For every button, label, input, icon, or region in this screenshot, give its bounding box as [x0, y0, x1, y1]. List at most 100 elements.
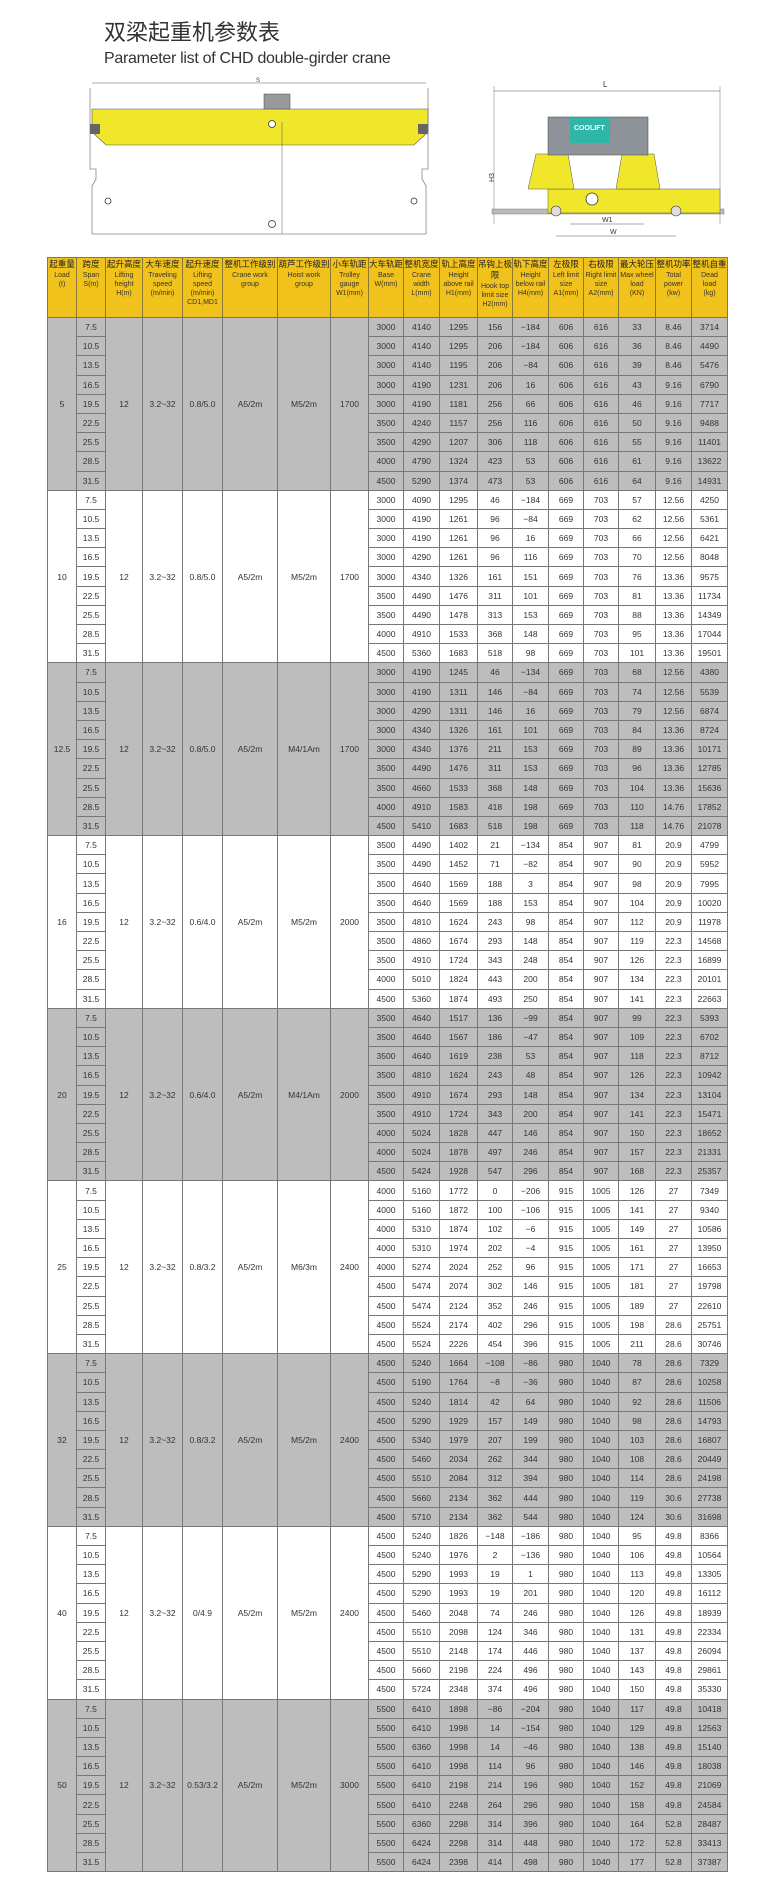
base-cell: 4500	[368, 1333, 404, 1355]
max-wheel-load-cell: 150	[618, 1122, 656, 1144]
page-title-en: Parameter list of CHD double-girder cran…	[104, 50, 391, 67]
total-power-cell: 28.6	[655, 1429, 692, 1451]
max-wheel-load-cell: 90	[618, 854, 656, 875]
column-header-en: Dead	[701, 272, 718, 279]
max-wheel-load-cell: 118	[618, 815, 656, 837]
table-row: 22.5 3500 4860 1674 293 148 854 907 119 22.3 14568	[48, 930, 728, 952]
span-cell: 31.5	[76, 1851, 106, 1873]
total-power-cell: 13.36	[655, 739, 692, 760]
column-header-zh: 最大轮压	[619, 260, 654, 270]
height-below-rail-cell: 248	[512, 950, 549, 971]
left-limit-cell: 980	[548, 1525, 584, 1547]
height-above-rail-cell: 1764	[439, 1372, 478, 1393]
dead-load-cell: 4799	[691, 835, 728, 856]
base-cell: 3500	[368, 1103, 404, 1124]
crane-width-cell: 5660	[403, 1487, 440, 1508]
span-cell: 22.5	[76, 1276, 106, 1297]
column-header-zh: 整机宽度	[404, 260, 439, 270]
base-cell: 4500	[368, 1410, 404, 1431]
height-below-rail-cell: 448	[512, 1832, 549, 1854]
crane-width-cell: 4190	[403, 508, 440, 530]
hook-top-limit-cell: 224	[477, 1660, 513, 1681]
hook-top-limit-cell: 518	[477, 643, 513, 664]
left-limit-cell: 854	[548, 988, 584, 1009]
right-limit-cell: 1005	[583, 1199, 619, 1220]
max-wheel-load-cell: 104	[618, 892, 656, 913]
crane-width-cell: 5510	[403, 1621, 440, 1642]
span-cell: 16.5	[76, 374, 106, 395]
hook-top-limit-cell: 302	[477, 1276, 513, 1297]
load-cell: 32	[47, 1353, 77, 1527]
crane-width-cell: 4810	[403, 1065, 440, 1086]
crane-width-cell: 6360	[403, 1736, 440, 1758]
right-limit-cell: 616	[583, 412, 619, 434]
lifting-speed-cell: 0.8/3.2	[182, 1180, 223, 1355]
crane-width-cell: 5240	[403, 1525, 440, 1547]
span-cell: 16.5	[76, 1410, 106, 1431]
dead-load-cell: 20449	[691, 1449, 728, 1470]
column-header-en: width	[413, 281, 430, 288]
height-below-rail-cell: 153	[512, 739, 549, 760]
table-row: 31.5 4500 5424 1928 547 296 854 907 168 22.3 25357	[48, 1161, 728, 1182]
column-header-en: Trolley	[339, 272, 360, 279]
dead-load-cell: 22610	[691, 1295, 728, 1316]
column-header-en: Total	[666, 272, 681, 279]
hook-top-limit-cell: 454	[477, 1333, 513, 1355]
crane-side-elevation-drawing: L COOLIFT W1 W H3	[489, 80, 725, 237]
base-cell: 3000	[368, 547, 404, 568]
hook-top-limit-cell: 256	[477, 393, 513, 414]
right-limit-cell: 703	[583, 547, 619, 568]
column-header-en: Traveling	[148, 272, 177, 279]
hook-top-limit-cell: 311	[477, 758, 513, 779]
height-below-rail-cell: −136	[512, 1544, 549, 1566]
crane-front-elevation-drawing: S	[89, 78, 429, 235]
total-power-cell: 49.8	[655, 1602, 692, 1623]
span-cell: 28.5	[76, 1832, 106, 1854]
left-limit-cell: 980	[548, 1372, 584, 1393]
max-wheel-load-cell: 95	[618, 623, 656, 645]
hook-top-limit-cell: −108	[477, 1353, 513, 1374]
dead-load-cell: 25357	[691, 1161, 728, 1182]
crane-width-cell: 4910	[403, 1084, 440, 1105]
total-power-cell: 9.16	[655, 393, 692, 414]
hook-top-limit-cell: 96	[477, 547, 513, 568]
right-limit-cell: 1040	[583, 1353, 619, 1374]
hoist-work-group-cell: M5/2m	[277, 1353, 331, 1527]
dead-load-cell: 16112	[691, 1583, 728, 1604]
span-cell: 22.5	[76, 412, 106, 434]
crane-width-cell: 4490	[403, 835, 440, 856]
total-power-cell: 12.56	[655, 547, 692, 568]
left-limit-cell: 669	[548, 700, 584, 721]
height-above-rail-cell: 1619	[439, 1046, 478, 1067]
left-limit-cell: 669	[548, 528, 584, 549]
total-power-cell: 49.8	[655, 1564, 692, 1585]
hook-top-limit-cell: 402	[477, 1314, 513, 1335]
crane-width-cell: 4660	[403, 777, 440, 798]
height-below-rail-cell: 116	[512, 412, 549, 434]
table-row: 25.5 4500 5510 2084 312 394 980 1040 114 28.6 2419…	[48, 1468, 728, 1489]
crane-width-cell: 5024	[403, 1122, 440, 1144]
span-cell: 7.5	[76, 835, 106, 856]
traveling-speed-cell: 3.2~32	[142, 1353, 183, 1527]
total-power-cell: 22.3	[655, 1161, 692, 1182]
height-below-rail-cell: −84	[512, 508, 549, 530]
span-cell: 7.5	[76, 1180, 106, 1201]
trolley-gauge-cell: 2400	[330, 1353, 369, 1527]
table-row: 31.5 4500 5710 2134 362 544 980 1040 124 30.6 3169…	[48, 1506, 728, 1527]
right-limit-cell: 907	[583, 930, 619, 952]
left-limit-cell: 854	[548, 835, 584, 856]
height-above-rail-cell: 1998	[439, 1717, 478, 1738]
dead-load-cell: 4490	[691, 336, 728, 357]
total-power-cell: 52.8	[655, 1851, 692, 1873]
left-limit-cell: 606	[548, 374, 584, 395]
height-below-rail-cell: 3	[512, 873, 549, 894]
base-cell: 4000	[368, 969, 404, 990]
base-cell: 3500	[368, 585, 404, 606]
height-below-rail-cell: 96	[512, 1257, 549, 1278]
max-wheel-load-cell: 99	[618, 1007, 656, 1028]
crane-work-group-cell: A5/2m	[222, 1180, 278, 1355]
left-limit-cell: 915	[548, 1314, 584, 1335]
span-cell: 13.5	[76, 1391, 106, 1412]
span-cell: 28.5	[76, 451, 106, 472]
total-power-cell: 27	[655, 1237, 692, 1259]
